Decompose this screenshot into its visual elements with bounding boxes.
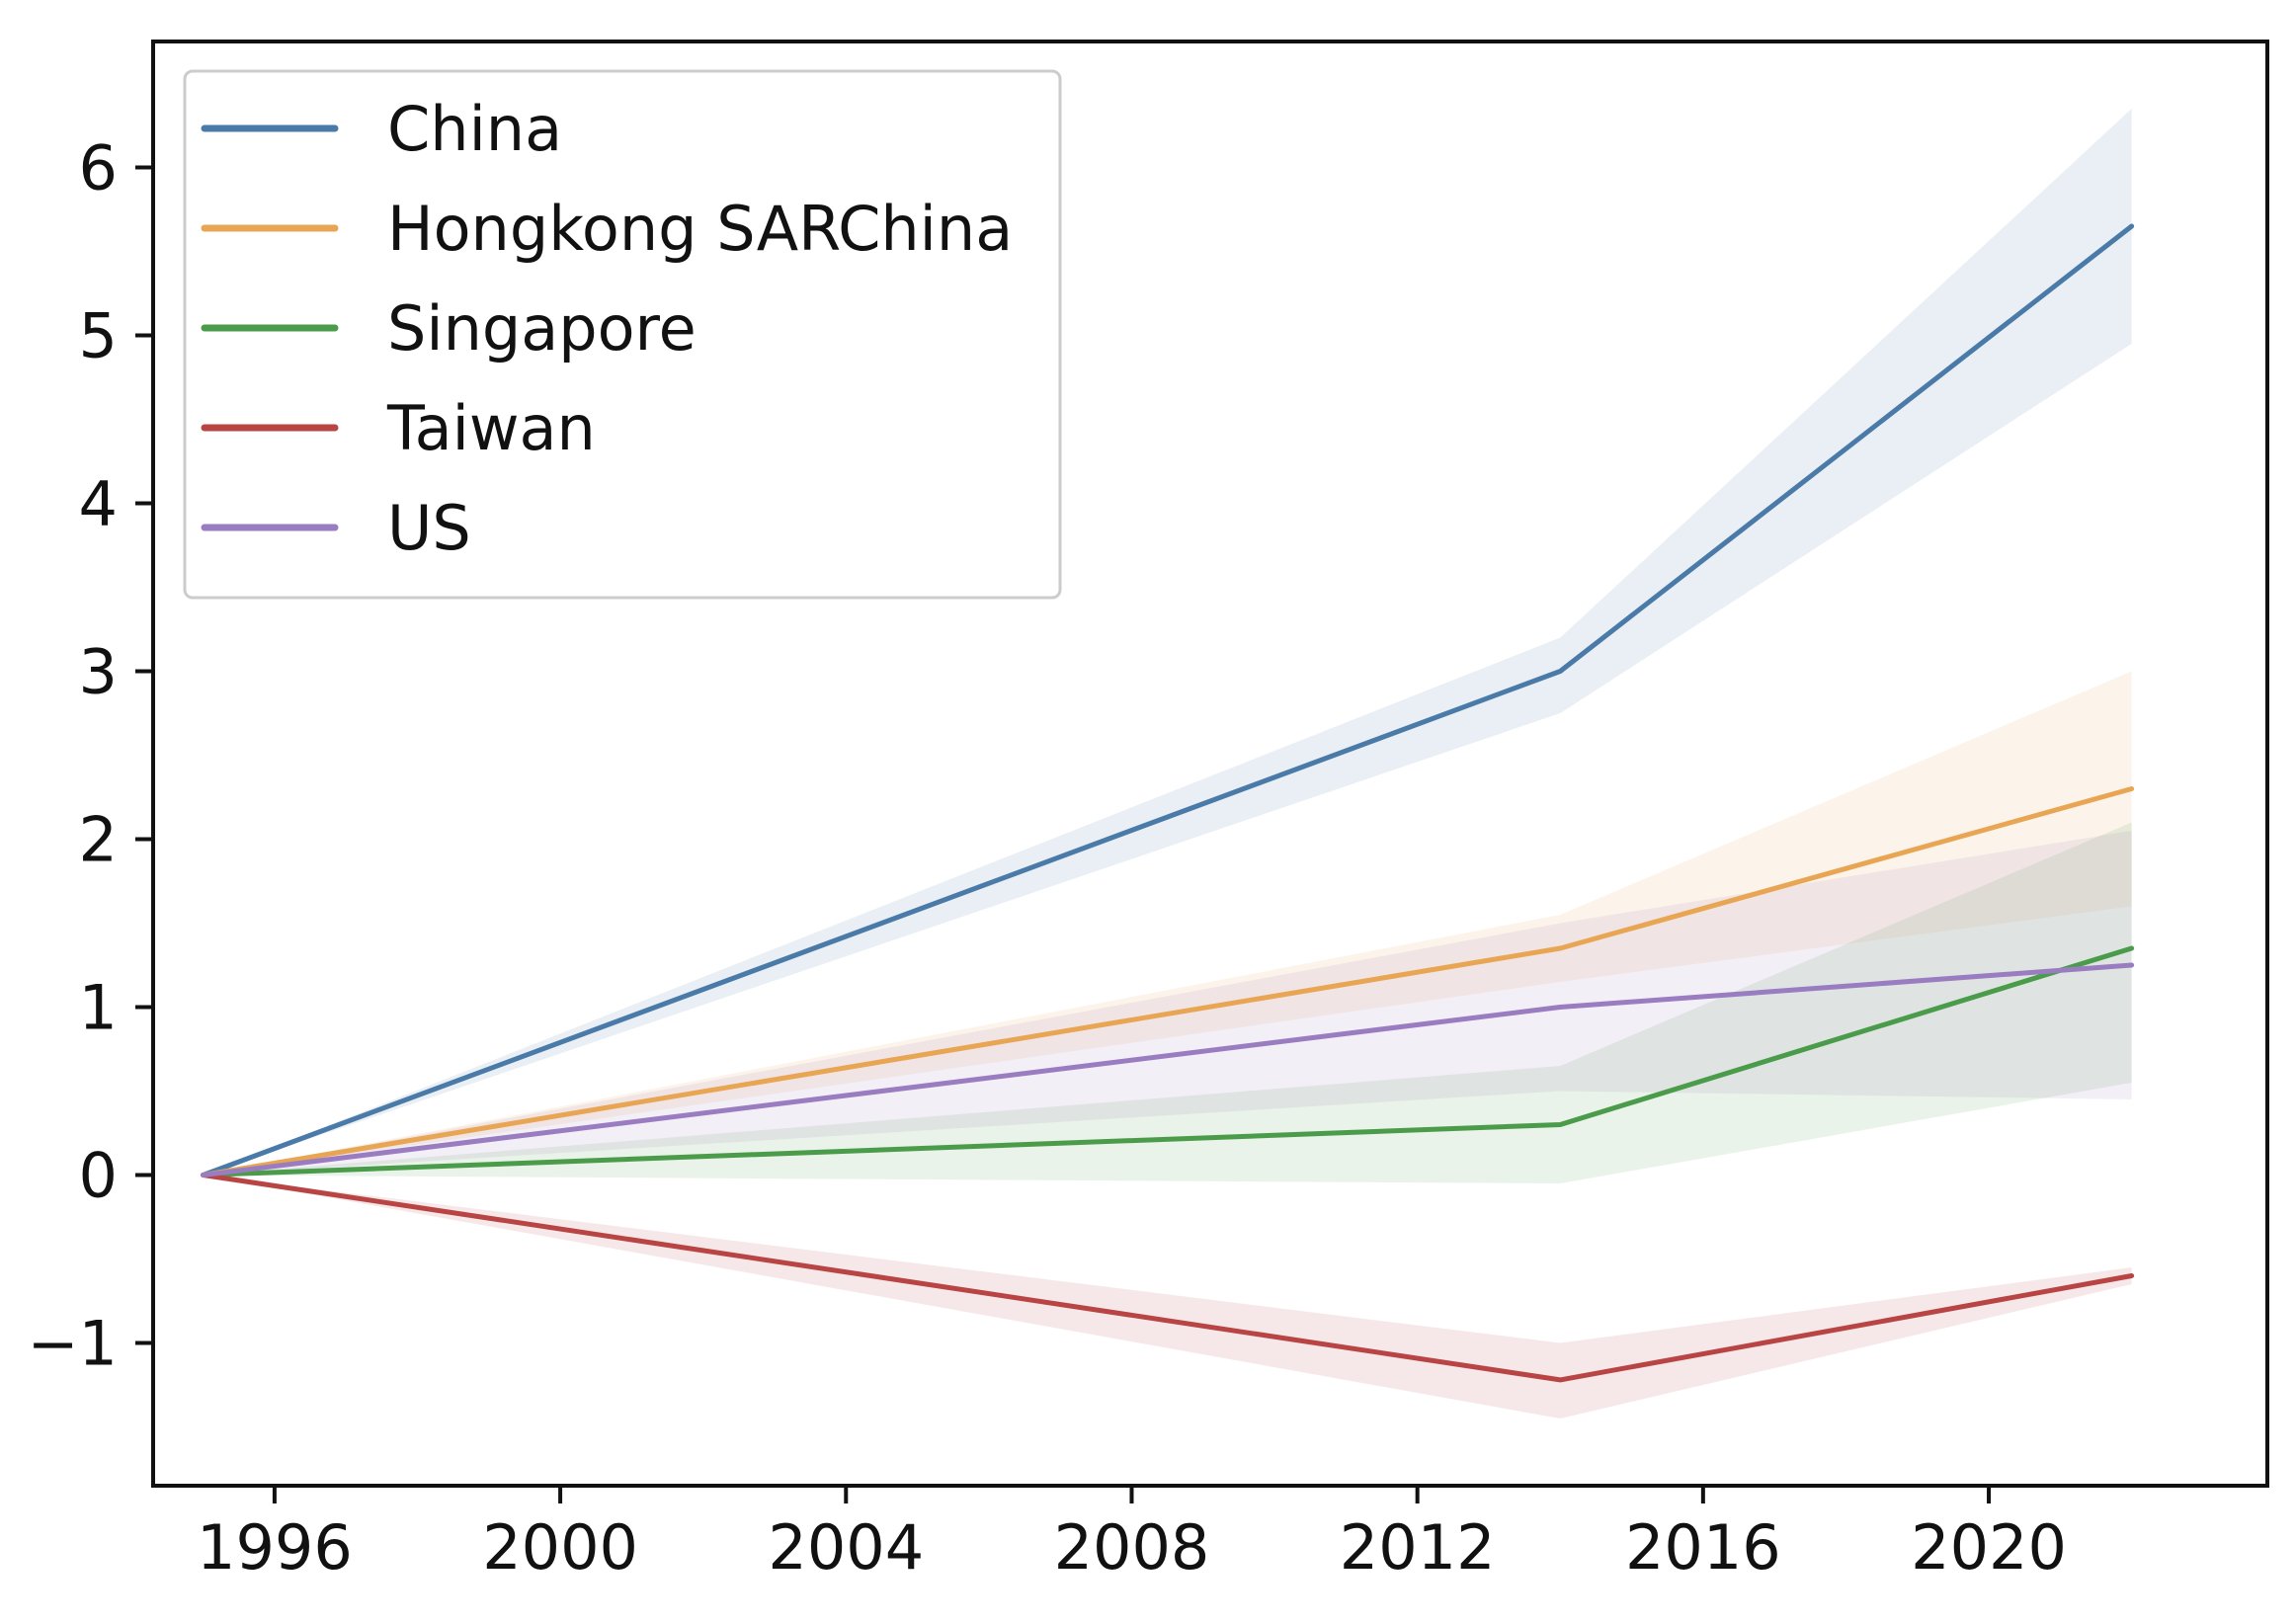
x-tick-label: 1996 xyxy=(197,1511,353,1583)
legend: China Hongkong SARChina Singapore Taiwan US xyxy=(183,69,1062,600)
line-taiwan xyxy=(201,1173,2135,1383)
y-tick-label: 2 xyxy=(79,804,118,876)
legend-label-singapore: Singapore xyxy=(387,292,697,365)
legend-label-taiwan: Taiwan xyxy=(386,392,596,464)
legend-box xyxy=(183,69,1062,600)
band-us xyxy=(203,831,2132,1176)
band-singapore xyxy=(203,822,2132,1183)
confidence-bands xyxy=(203,109,2132,1419)
y-tick-label: 1 xyxy=(79,972,118,1044)
y-tick-label: 3 xyxy=(79,636,118,708)
x-tick-label: 2004 xyxy=(768,1511,924,1583)
y-tick-label: 6 xyxy=(79,132,118,204)
y-tick-label: 5 xyxy=(79,300,118,372)
line-us xyxy=(201,962,2135,1177)
band-hongkong-sarchina xyxy=(203,671,2132,1176)
y-tick-label: 0 xyxy=(79,1140,118,1212)
line-hongkong-sarchina xyxy=(201,786,2135,1177)
band-taiwan xyxy=(203,1175,2132,1419)
series-lines xyxy=(201,223,2135,1383)
x-tick-label: 2012 xyxy=(1340,1511,1496,1583)
y-tick-label: −1 xyxy=(28,1308,118,1380)
legend-label-china: China xyxy=(387,93,562,165)
y-tick-label: 4 xyxy=(79,468,118,540)
y-axis: −1 0 1 2 3 4 5 6 xyxy=(28,132,153,1380)
x-tick-label: 2000 xyxy=(482,1511,638,1583)
plot-frame xyxy=(151,40,2269,1488)
legend-label-hongkong-sarchina: Hongkong SARChina xyxy=(387,193,1013,265)
legend-label-us: US xyxy=(387,492,471,564)
x-tick-label: 2020 xyxy=(1911,1511,2067,1583)
line-china xyxy=(201,223,2135,1177)
line-singapore xyxy=(201,945,2135,1177)
x-tick-label: 2008 xyxy=(1054,1511,1210,1583)
x-tick-label: 2016 xyxy=(1625,1511,1781,1583)
x-axis: 1996 2000 2004 2008 2012 2016 2020 xyxy=(197,1486,2067,1583)
